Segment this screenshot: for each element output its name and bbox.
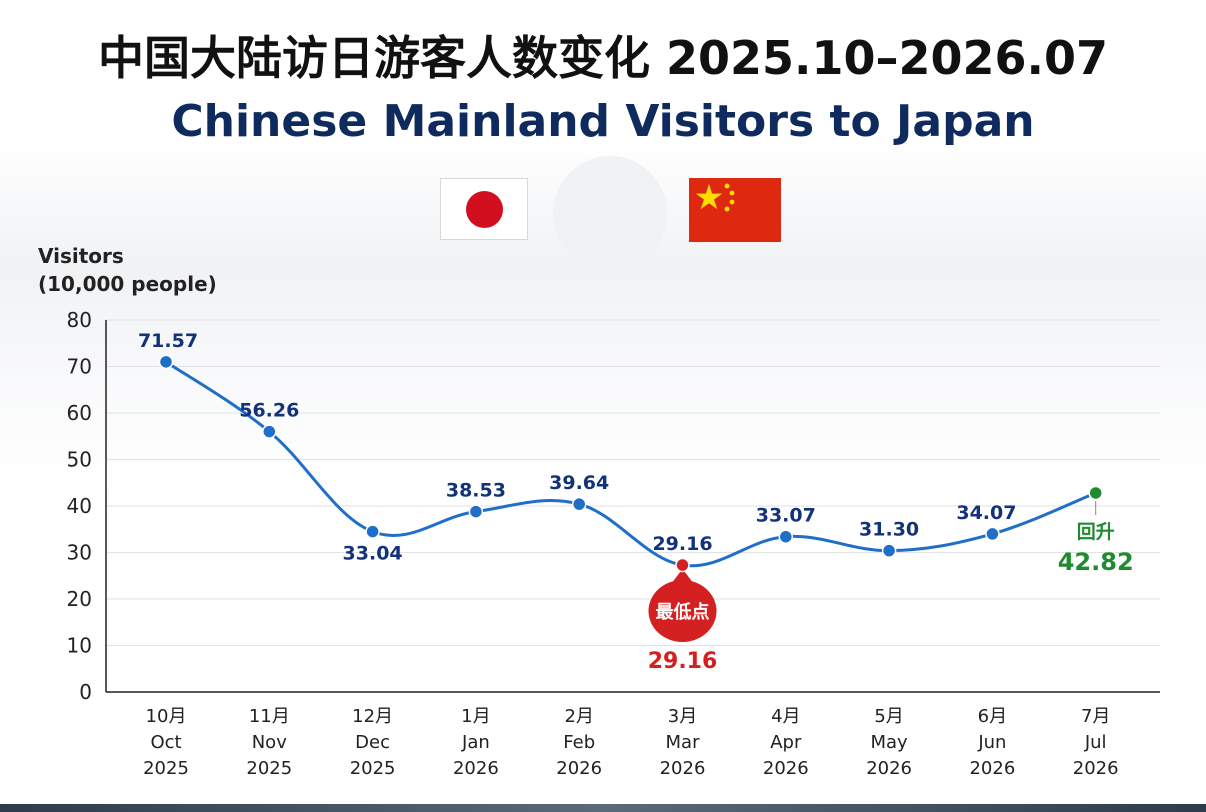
- data-point: [881, 543, 897, 558]
- china-flag-stars: [695, 183, 735, 212]
- y-tick-label: 60: [67, 401, 92, 425]
- x-tick-label-month: 3月: [668, 706, 697, 727]
- x-tick-label-year: 2026: [763, 758, 809, 779]
- low-point-badge-text: 最低点: [656, 601, 710, 623]
- x-tick-label-month: 5月: [874, 706, 903, 727]
- data-labels: 71.57 56.26 33.04 38.53 39.64 29.16 33.07 31.30…: [138, 330, 1134, 576]
- x-tick-label-abbr: Feb: [563, 732, 595, 753]
- x-tick-label-abbr: Dec: [355, 732, 390, 753]
- low-point-badge-pointer: [672, 569, 693, 582]
- x-tick-label-year: 2025: [246, 758, 292, 779]
- data-point: [985, 526, 1000, 542]
- data-point: [778, 529, 794, 544]
- y-tick-label: 10: [67, 634, 92, 658]
- low-point-badge: 最低点 29.16: [648, 569, 718, 674]
- x-tick-label-year: 2026: [660, 758, 706, 779]
- japan-flag-sun: [466, 191, 503, 228]
- x-tick-label-month: 2月: [564, 706, 593, 727]
- x-tick-label-abbr: Jun: [977, 732, 1006, 753]
- x-tick-label-month: 6月: [978, 706, 1007, 727]
- x-tick-label-year: 2026: [969, 758, 1015, 779]
- data-point: [571, 496, 587, 512]
- data-label: 39.64: [549, 472, 609, 494]
- x-tick-label-year: 2026: [453, 758, 499, 779]
- chart-title: 中国大陆访日游客人数变化 2025.10–2026.07: [97, 31, 1109, 85]
- data-point: [158, 354, 174, 370]
- data-point-recovery: [1088, 485, 1103, 501]
- y-tick-label: 70: [67, 355, 92, 379]
- y-tick-label: 20: [67, 587, 92, 611]
- data-label: 71.57: [138, 330, 198, 352]
- y-tick-label: 80: [67, 308, 92, 332]
- x-tick-label-year: 2025: [143, 758, 189, 779]
- x-tick-label-abbr: May: [870, 732, 908, 753]
- chart-subtitle: Chinese Mainland Visitors to Japan: [171, 96, 1035, 147]
- data-label: 31.30: [859, 519, 919, 541]
- faded-circle-decoration: [553, 156, 667, 270]
- data-point-low: [675, 557, 690, 573]
- series-line: [165, 360, 1097, 568]
- x-tick-label-month: 1月: [461, 706, 490, 727]
- x-tick-label-abbr: Nov: [252, 732, 287, 753]
- data-label: 38.53: [446, 480, 506, 502]
- low-point-badge-circle: [648, 580, 717, 642]
- y-axis-ticks: 0 10 20 30 40 50 60 70 80: [67, 308, 92, 704]
- x-axis-ticks: 10月 Oct 2025 11月 Nov 2025 12月 Dec 2025 1月 Jan 2026 2…: [143, 706, 1119, 779]
- y-axis-label-line2: (10,000 people): [38, 272, 217, 296]
- x-tick-label-month: 7月: [1081, 706, 1110, 727]
- y-tick-label: 50: [67, 448, 92, 472]
- data-label: 34.07: [956, 502, 1016, 524]
- data-label: 33.07: [756, 505, 816, 527]
- china-flag-icon: [689, 178, 781, 242]
- bottom-strip: [0, 804, 1206, 812]
- japan-flag-icon: [440, 178, 528, 240]
- data-point: [365, 524, 380, 539]
- data-label: 56.26: [239, 400, 299, 422]
- x-tick-label-year: 2026: [866, 758, 912, 779]
- x-tick-label-year: 2025: [350, 758, 396, 779]
- x-tick-label-month: 4月: [771, 706, 800, 727]
- x-tick-label-month: 11月: [249, 706, 290, 727]
- recovery-value: 42.82: [1058, 548, 1134, 576]
- data-point: [468, 504, 484, 519]
- low-point-value: 29.16: [648, 649, 718, 674]
- data-label: 33.04: [343, 543, 403, 565]
- x-tick-label-abbr: Jul: [1084, 732, 1107, 753]
- recovery-label: 回升: [1077, 521, 1115, 543]
- x-tick-label-abbr: Apr: [770, 732, 802, 753]
- y-tick-label: 30: [67, 541, 92, 565]
- x-tick-label-year: 2026: [1073, 758, 1119, 779]
- y-tick-label: 0: [79, 680, 92, 704]
- data-points: [158, 354, 1103, 573]
- x-tick-label-abbr: Mar: [666, 732, 701, 753]
- x-tick-label-year: 2026: [556, 758, 602, 779]
- x-tick-label-abbr: Jan: [461, 732, 490, 753]
- gridlines: [106, 319, 1160, 646]
- data-point: [262, 424, 277, 439]
- x-tick-label-month: 12月: [352, 706, 393, 727]
- y-axis-label-line1: Visitors: [38, 244, 124, 268]
- x-tick-label-month: 10月: [146, 706, 187, 727]
- x-tick-label-abbr: Oct: [150, 732, 181, 753]
- data-label: 29.16: [652, 533, 712, 555]
- y-tick-label: 40: [67, 494, 92, 518]
